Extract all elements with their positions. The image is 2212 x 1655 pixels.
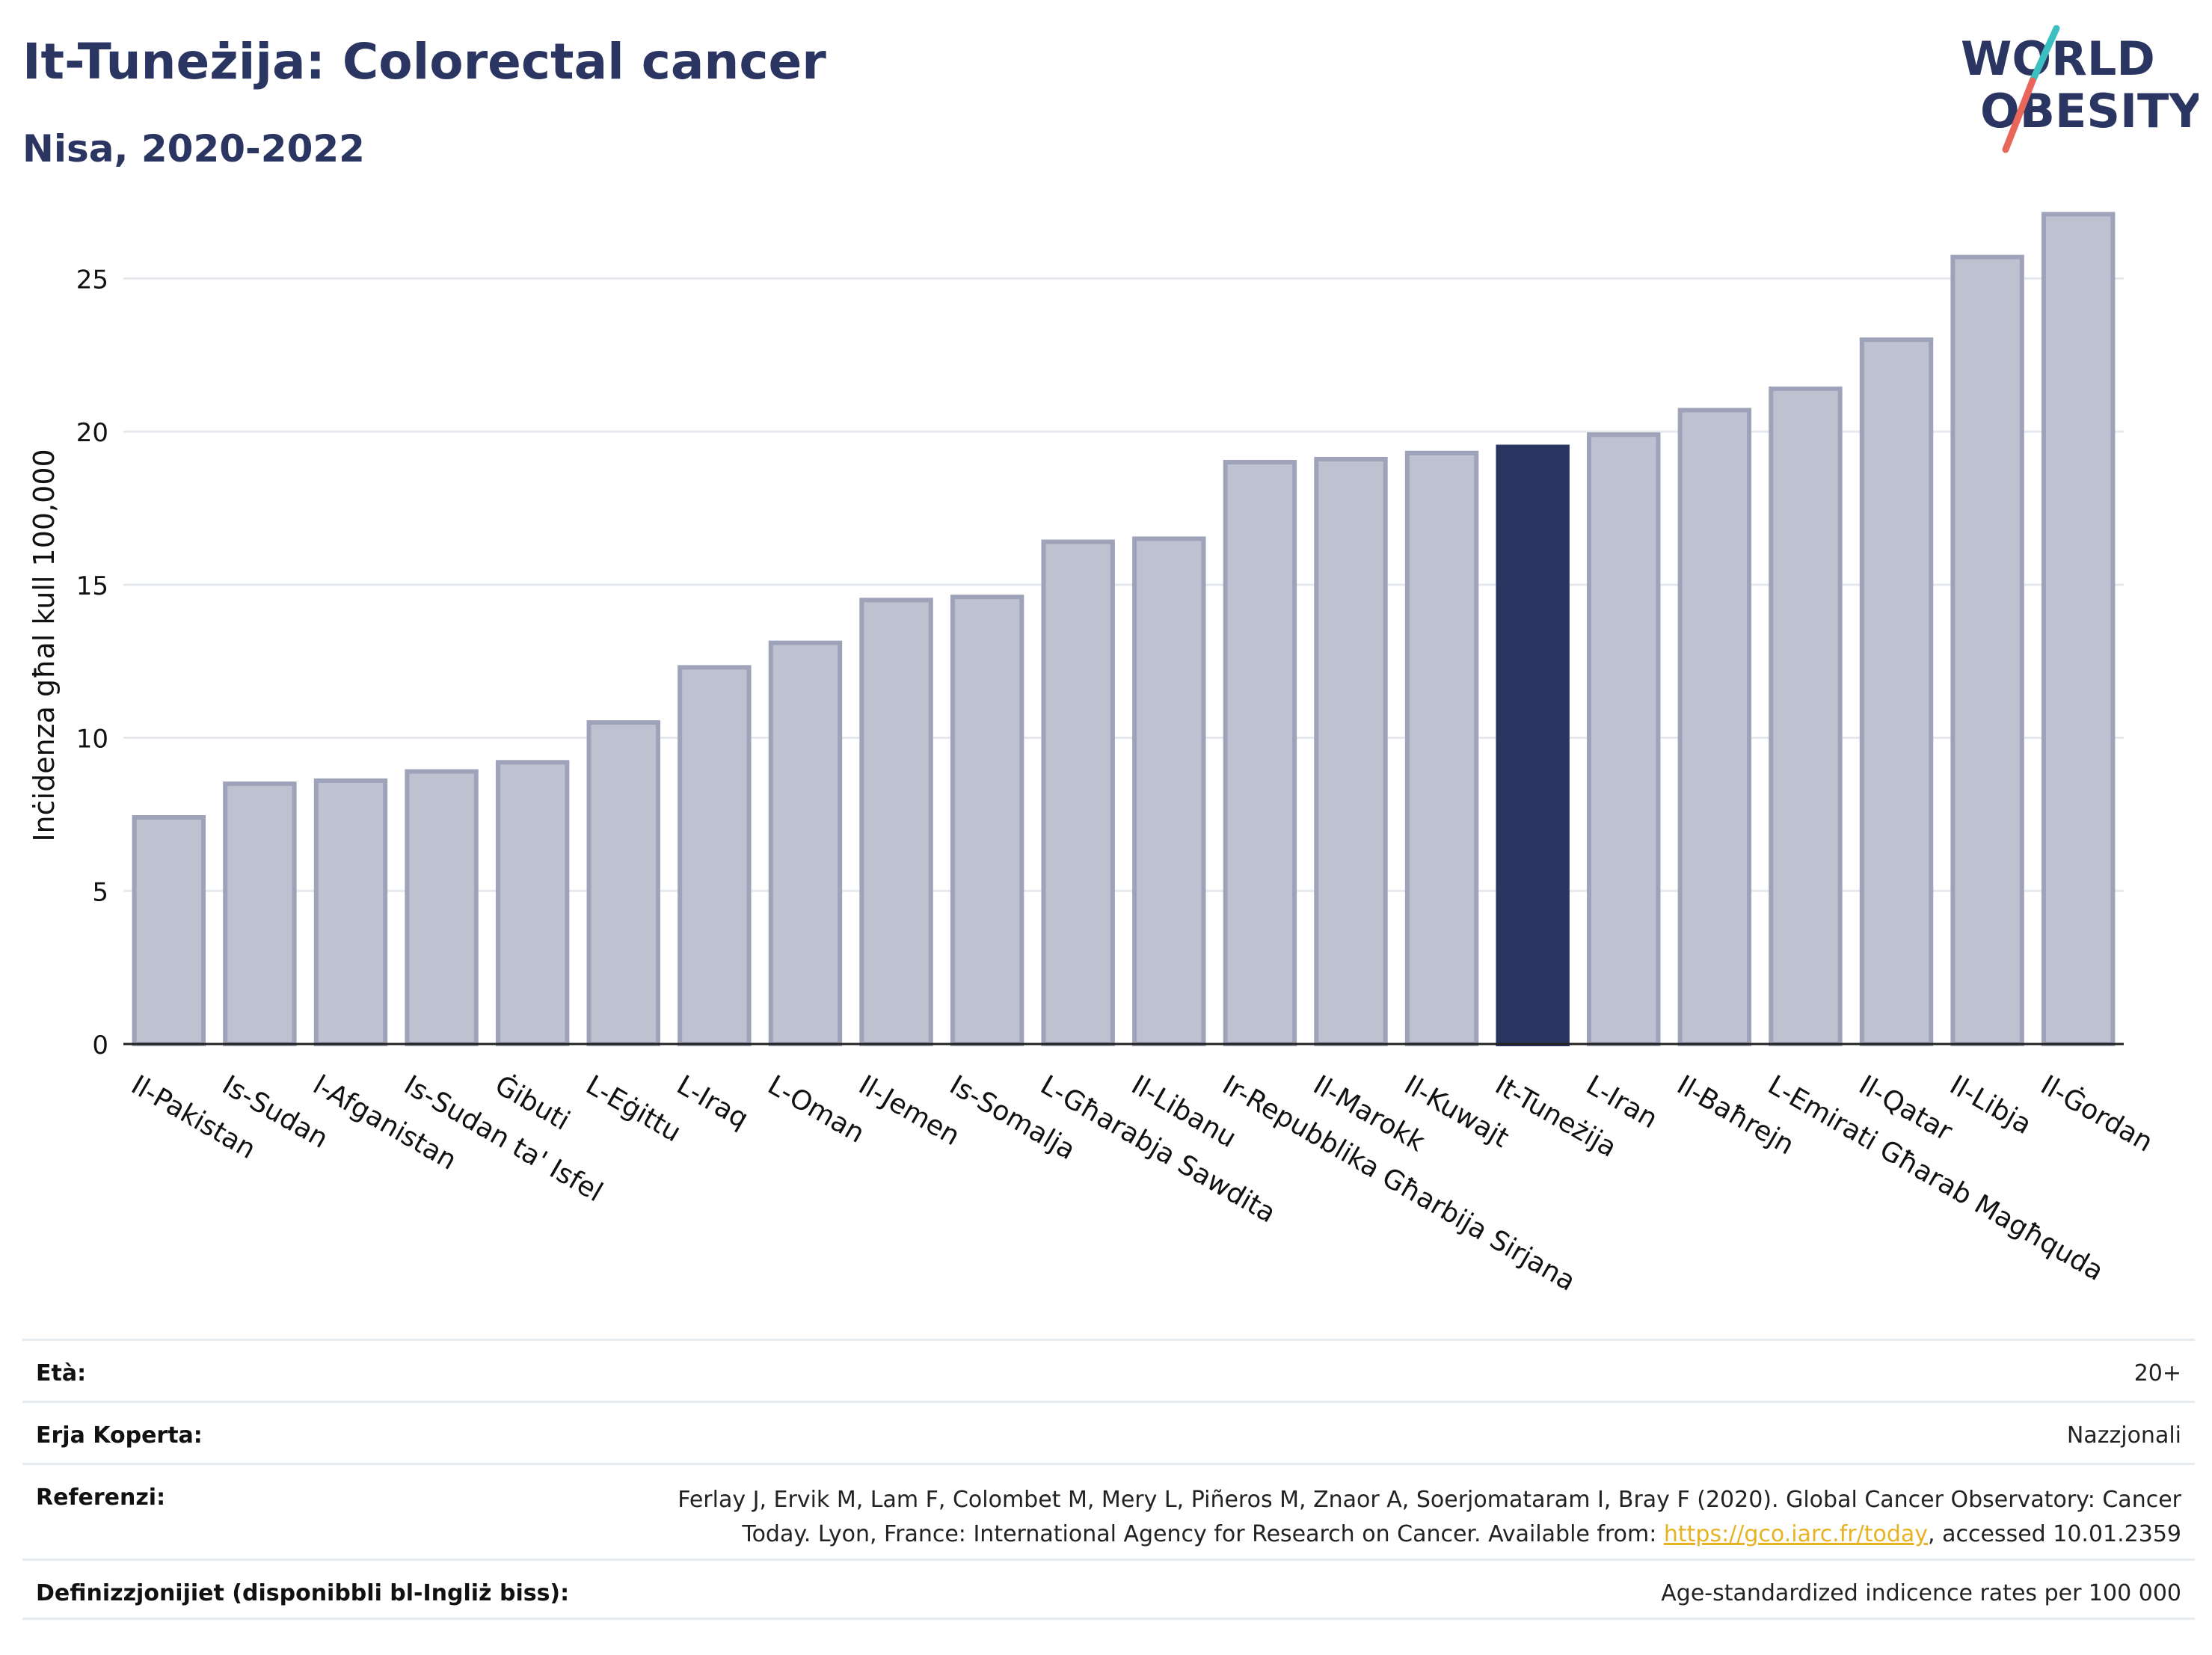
bar <box>223 781 297 1046</box>
info-row-age: Età: 20+ <box>22 1339 2195 1401</box>
bar <box>495 760 570 1046</box>
y-tick-label: 20 <box>76 418 108 448</box>
bar <box>1132 536 1206 1046</box>
definitions-label: Definizzjonijiet (disponibbli bl-Ingliż … <box>36 1580 570 1606</box>
info-row-definitions: Definizzjonijiet (disponibbli bl-Ingliż … <box>22 1559 2195 1620</box>
info-row-area: Erja Koperta: Nazzjonali <box>22 1401 2195 1463</box>
x-tick-label: L-Oman <box>763 1069 870 1149</box>
logo-line-1: WORLD <box>1961 31 2155 86</box>
bar <box>132 815 206 1047</box>
y-axis-ticks: 0 5 10 15 20 25 <box>76 265 108 1060</box>
area-label: Erja Koperta: <box>36 1422 203 1449</box>
age-label: Età: <box>36 1360 87 1387</box>
x-tick-label: Il-Ġordan <box>2036 1069 2158 1158</box>
y-axis-label: Inċidenza għal kull 100,000 <box>28 449 61 841</box>
bar <box>768 640 843 1046</box>
bar <box>1859 337 1934 1047</box>
bar-highlighted <box>1496 444 1570 1046</box>
bar-chart: 0 5 10 15 20 25 Il-PakistanIs-Sudanl-Afganist… <box>28 212 2158 1298</box>
bar <box>859 598 933 1046</box>
bar <box>1041 539 1115 1046</box>
y-tick-label: 10 <box>76 725 108 755</box>
x-tick-label: Il-Libja <box>1944 1069 2036 1140</box>
logo-slash-red <box>2002 77 2036 153</box>
references-text-3: , accessed 10.01.2359 <box>1928 1521 2181 1547</box>
references-label: Referenzi: <box>36 1484 166 1511</box>
bar <box>586 720 660 1047</box>
area-value: Nazzjonali <box>2066 1422 2181 1449</box>
bar <box>2042 212 2116 1046</box>
bar <box>1769 386 1843 1046</box>
bar <box>1314 456 1388 1046</box>
bar <box>678 665 752 1046</box>
chart-title: It-Tuneżija: Colorectal cancer <box>22 33 826 90</box>
definitions-value: Age-standardized indicence rates per 100… <box>1661 1580 2181 1606</box>
y-tick-label: 15 <box>76 571 108 601</box>
info-table: Età: 20+ Erja Koperta: Nazzjonali Refere… <box>22 1339 2195 1620</box>
x-tick-label: Il-Jemen <box>853 1069 965 1152</box>
y-tick-label: 0 <box>92 1031 108 1060</box>
bars <box>132 212 2116 1047</box>
bar <box>1587 432 1661 1046</box>
references-text-1: Ferlay J, Ervik M, Lam F, Colombet M, Me… <box>678 1487 2181 1513</box>
bar <box>405 769 479 1046</box>
y-tick-label: 5 <box>92 877 108 907</box>
references-text-2: Today. Lyon, France: International Agenc… <box>742 1521 1664 1547</box>
bar <box>1404 450 1479 1046</box>
y-tick-label: 25 <box>76 265 108 295</box>
bar <box>313 778 388 1047</box>
bar <box>1950 254 2024 1047</box>
x-axis-labels: Il-PakistanIs-Sudanl-AfganistanIs-Sudan … <box>126 1069 2158 1298</box>
world-obesity-logo: WORLD OBESITY <box>1961 25 2199 153</box>
bar <box>1223 460 1297 1046</box>
references-link[interactable]: https://gco.iarc.fr/today <box>1663 1521 1929 1547</box>
bar <box>950 595 1024 1046</box>
age-value: 20+ <box>2133 1360 2181 1387</box>
chart-subtitle: Nisa, 2020-2022 <box>22 127 365 171</box>
x-tick-label: L-Eġittu <box>580 1069 686 1148</box>
logo-slash-teal <box>2029 25 2060 85</box>
references-value: Ferlay J, Ervik M, Lam F, Colombet M, Me… <box>461 1483 2181 1552</box>
info-row-references: Referenzi: Ferlay J, Ervik M, Lam F, Col… <box>22 1463 2195 1559</box>
bar <box>1677 408 1752 1046</box>
